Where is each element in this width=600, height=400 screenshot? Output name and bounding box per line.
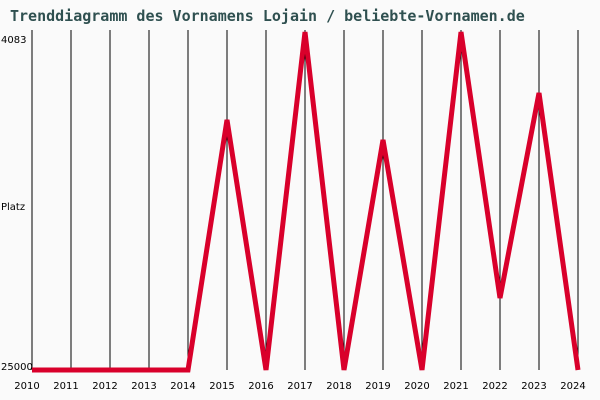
x-tick-label: 2013 — [131, 381, 157, 392]
x-tick-label: 2017 — [287, 381, 313, 392]
y-tick-bottom: 25000 — [1, 362, 33, 373]
y-axis-label: Platz — [1, 202, 26, 213]
x-tick-label: 2024 — [560, 381, 586, 392]
x-tick-label: 2011 — [53, 381, 79, 392]
x-tick-label: 2014 — [170, 381, 196, 392]
x-tick-label: 2012 — [92, 381, 118, 392]
x-tick-label: 2022 — [482, 381, 508, 392]
y-tick-top: 4083 — [1, 35, 27, 46]
x-tick-label: 2023 — [521, 381, 547, 392]
x-tick-label: 2018 — [326, 381, 352, 392]
x-tick-label: 2021 — [443, 381, 469, 392]
chart-title: Trenddiagramm des Vornamens Lojain / bel… — [10, 7, 525, 25]
x-tick-label: 2020 — [404, 381, 430, 392]
x-tick-label: 2019 — [365, 381, 391, 392]
series-line — [32, 31, 581, 373]
x-tick-label: 2015 — [209, 381, 235, 392]
x-tick-label: 2010 — [14, 381, 40, 392]
x-tick-label: 2016 — [248, 381, 274, 392]
